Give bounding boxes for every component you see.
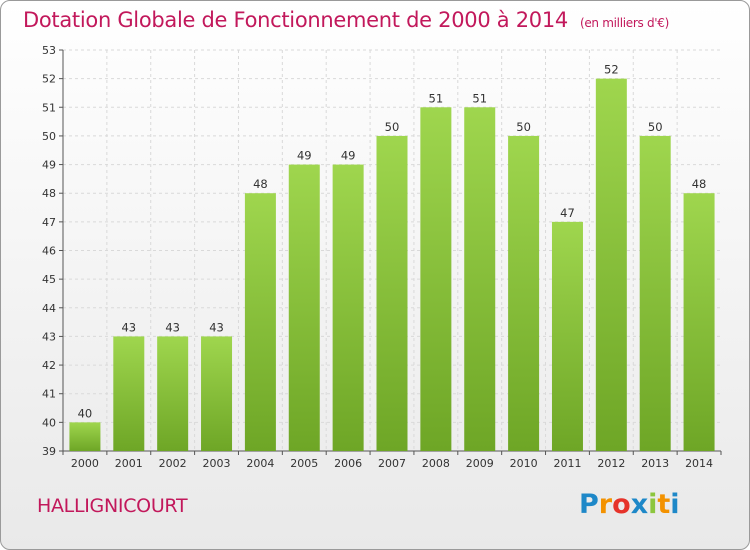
title-text: Dotation Globale de Fonctionnement de 20… xyxy=(23,8,568,32)
logo-letter: i xyxy=(648,489,658,520)
x-tick-label-2012: 2012 xyxy=(597,457,625,470)
y-tick-label-50: 50 xyxy=(42,130,56,143)
proxiti-logo: Proxiti xyxy=(579,489,680,520)
y-tick-label-49: 49 xyxy=(42,159,56,172)
x-tick-label-2008: 2008 xyxy=(422,457,450,470)
x-tick-label-2001: 2001 xyxy=(115,457,143,470)
data-label-2006: 49 xyxy=(341,149,356,163)
data-label-2009: 51 xyxy=(472,91,487,105)
y-tick-label-47: 47 xyxy=(42,216,56,229)
bar-2009 xyxy=(464,107,496,452)
x-tick-label-2010: 2010 xyxy=(510,457,538,470)
bar-2007 xyxy=(376,135,408,451)
data-label-2013: 50 xyxy=(648,120,663,134)
data-label-2011: 47 xyxy=(560,206,575,220)
bar-2005 xyxy=(288,164,320,452)
x-tick-label-2007: 2007 xyxy=(378,457,406,470)
y-tick-label-44: 44 xyxy=(42,302,56,315)
y-tick-label-41: 41 xyxy=(42,388,56,401)
x-tick-label-2014: 2014 xyxy=(685,457,713,470)
bar-2006 xyxy=(332,164,364,452)
data-label-2008: 51 xyxy=(429,91,444,105)
y-tick-label-48: 48 xyxy=(42,187,56,200)
bar-2004 xyxy=(244,193,276,451)
bar-2014 xyxy=(683,193,715,451)
bar-2010 xyxy=(508,135,540,451)
x-tick-label-2013: 2013 xyxy=(641,457,669,470)
y-tick-label-46: 46 xyxy=(42,245,56,258)
data-label-2000: 40 xyxy=(78,406,93,420)
town-name: HALLIGNICOURT xyxy=(37,495,188,517)
chart-subtitle: (en milliers d'€) xyxy=(579,16,669,30)
data-label-2007: 50 xyxy=(385,120,400,134)
logo-letter: r xyxy=(598,489,613,520)
y-tick-labels: 39 40 41 42 43 44 45 46 47 48 49 50 51 52 53 xyxy=(42,44,56,458)
y-tick-label-39: 39 xyxy=(42,445,56,458)
bar-2011 xyxy=(551,221,583,451)
x-tick-label-2004: 2004 xyxy=(246,457,274,470)
bar-2003 xyxy=(201,336,233,451)
x-tick-label-2003: 2003 xyxy=(203,457,231,470)
bar-2002 xyxy=(157,336,189,451)
y-tick-label-53: 53 xyxy=(42,44,56,57)
data-labels: 40 43 43 43 48 49 49 50 51 51 50 47 52 50 48 xyxy=(78,63,707,421)
data-label-2005: 49 xyxy=(297,149,312,163)
bar-2008 xyxy=(420,107,452,452)
bar-2000 xyxy=(69,422,101,451)
data-label-2002: 43 xyxy=(165,320,180,334)
logo-letter: i xyxy=(670,489,680,520)
x-tick-label-2000: 2000 xyxy=(71,457,99,470)
y-tick-label-52: 52 xyxy=(42,73,56,86)
logo-letter: t xyxy=(657,489,671,520)
bars xyxy=(69,78,715,452)
y-tick-label-45: 45 xyxy=(42,273,56,286)
logo-letter: o xyxy=(612,489,631,520)
bar-2013 xyxy=(639,135,671,451)
x-tick-label-2005: 2005 xyxy=(290,457,318,470)
y-tick-label-51: 51 xyxy=(42,101,56,114)
x-tick-labels: 2000 2001 2002 2003 2004 2005 2006 2007 2008 2009… xyxy=(71,457,713,470)
bar-2001 xyxy=(113,336,145,451)
logo-letter: x xyxy=(630,489,649,520)
x-tick-label-2002: 2002 xyxy=(159,457,187,470)
data-label-2012: 52 xyxy=(604,63,619,77)
x-tick-label-2009: 2009 xyxy=(466,457,494,470)
data-label-2004: 48 xyxy=(253,177,268,191)
data-label-2014: 48 xyxy=(692,177,707,191)
x-tick-label-2011: 2011 xyxy=(553,457,581,470)
bar-2012 xyxy=(595,78,627,452)
data-label-2003: 43 xyxy=(209,320,224,334)
chart-title: Dotation Globale de Fonctionnement de 20… xyxy=(23,8,669,32)
data-label-2010: 50 xyxy=(516,120,531,134)
data-label-2001: 43 xyxy=(121,320,136,334)
y-tick-label-43: 43 xyxy=(42,330,56,343)
y-tick-label-40: 40 xyxy=(42,416,56,429)
logo-letter: P xyxy=(579,489,599,520)
y-tick-label-42: 42 xyxy=(42,359,56,372)
x-tick-label-2006: 2006 xyxy=(334,457,362,470)
